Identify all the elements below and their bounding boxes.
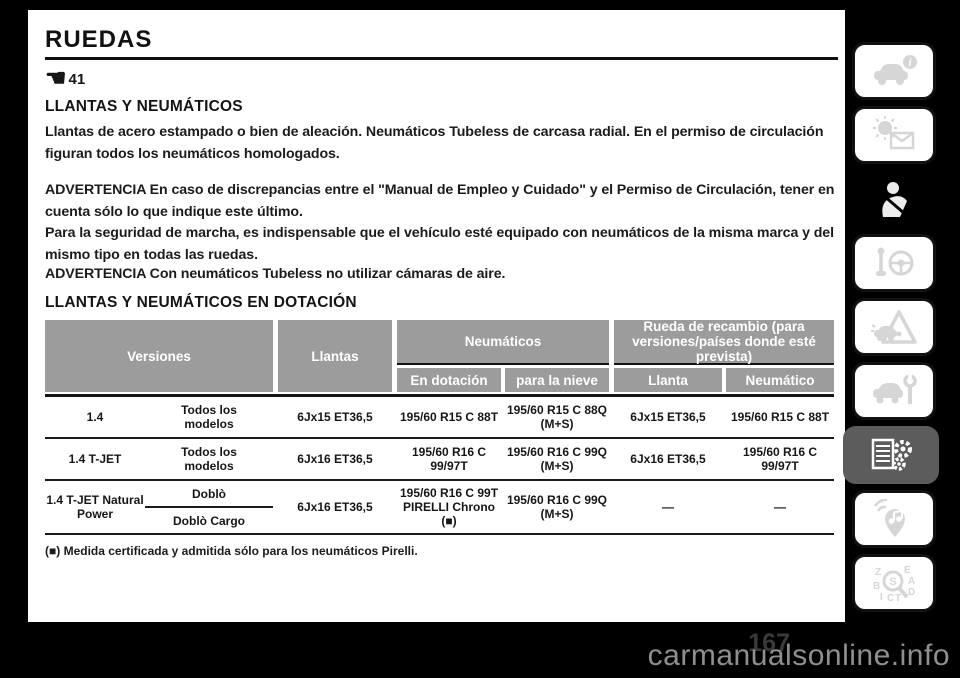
- svg-text:B: B: [873, 581, 880, 592]
- svg-text:Z: Z: [875, 567, 881, 578]
- reference-page-number: 41: [68, 70, 86, 88]
- technical-data-icon: [867, 435, 915, 475]
- multimedia-icon: [870, 499, 918, 539]
- cell-llanta: 6Jx15 ET36,5: [630, 410, 706, 424]
- table-row: 1.4 Todos los modelos 6Jx15 ET36,5 195/6…: [45, 397, 834, 439]
- svg-text:D: D: [908, 587, 915, 598]
- header-neumatico: Neumático: [726, 368, 834, 392]
- cell-llanta: 6Jx16 ET36,5: [630, 452, 706, 466]
- header-group-rueda-recambio: Rueda de recambio (para versiones/países…: [614, 319, 834, 392]
- header-neumaticos: Neumáticos: [397, 320, 609, 365]
- sidebar-button-maintenance[interactable]: [852, 362, 936, 420]
- cell-llantas: 6Jx16 ET36,5: [297, 452, 373, 466]
- table-row: 1.4 T-JET Natural Power Doblò Doblò Carg…: [45, 481, 834, 535]
- seatbelt-safety-icon: [870, 179, 918, 219]
- sidebar-button-safety[interactable]: [852, 170, 936, 228]
- model-doblo-cargo: Doblò Cargo: [173, 513, 245, 528]
- cell-version: 1.4: [86, 410, 104, 424]
- emergency-icon: [870, 307, 918, 347]
- watermark-link[interactable]: carmanualsonline.info: [647, 639, 950, 672]
- cell-en-dotacion: 195/60 R16 C 99T PIRELLI Chrono (■): [399, 486, 499, 528]
- warning-1b-text: Para la seguridad de marcha, es indispen…: [45, 225, 834, 263]
- svg-text:i: i: [908, 57, 912, 69]
- sidebar-button-emergency[interactable]: [852, 298, 936, 356]
- page-reference: ☚ 41: [45, 67, 85, 91]
- cell-version: 1.4 T-JET Natural Power: [46, 493, 144, 521]
- sidebar-button-driving[interactable]: [852, 234, 936, 292]
- bottom-band: [0, 622, 960, 678]
- svg-text:E: E: [904, 565, 911, 576]
- cell-llanta: —: [662, 500, 674, 514]
- cell-llantas: 6Jx16 ET36,5: [297, 500, 373, 514]
- sidebar-button-multimedia[interactable]: [852, 490, 936, 548]
- cell-para-la-nieve: 195/60 R15 C 88Q (M+S): [506, 403, 608, 431]
- tyres-intro-paragraph: Llantas de acero estampado o bien de ale…: [45, 124, 824, 162]
- header-en-dotacion: En dotación: [397, 368, 501, 392]
- page-title: RUEDAS: [45, 26, 153, 53]
- tyres-table: Versiones Llantas Neumáticos En dotación…: [45, 319, 834, 535]
- cell-version: 1.4 T-JET: [68, 452, 122, 466]
- car-info-icon: i: [870, 51, 918, 91]
- cell-models: Todos los modelos: [181, 445, 237, 473]
- section-heading-tyres: LLANTAS Y NEUMÁTICOS: [45, 98, 243, 115]
- svg-text:A: A: [908, 576, 915, 587]
- svg-text:S: S: [889, 576, 896, 588]
- warning-paragraph-2: ADVERTENCIA Con neumáticos Tubeless no u…: [45, 266, 506, 282]
- warning-paragraph-1: ADVERTENCIA En caso de discrepancias ent…: [45, 180, 840, 266]
- header-llantas: Llantas: [278, 320, 392, 392]
- manual-page: RUEDAS ☚ 41 LLANTAS Y NEUMÁTICOS Llantas…: [28, 10, 845, 622]
- cell-models: Todos los modelos: [181, 403, 237, 431]
- header-versiones: Versiones: [45, 320, 273, 392]
- table-row: 1.4 T-JET Todos los modelos 6Jx16 ET36,5…: [45, 439, 834, 481]
- model-doblo: Doblò: [145, 481, 273, 508]
- maintenance-icon: [870, 371, 918, 411]
- svg-text:C: C: [887, 593, 894, 603]
- header-rueda-recambio: Rueda de recambio (para versiones/países…: [614, 319, 834, 365]
- header-para-la-nieve: para la nieve: [505, 368, 609, 392]
- hand-pointer-icon: ☚: [45, 65, 67, 92]
- svg-text:I: I: [880, 592, 883, 603]
- section-heading-equipment: LLANTAS Y NEUMÁTICOS EN DOTACIÓN: [45, 294, 357, 311]
- page-number: 167: [748, 629, 790, 657]
- sidebar-button-technical-data[interactable]: [843, 426, 939, 484]
- warning-lights-icon: [870, 115, 918, 155]
- warning-1-text: ADVERTENCIA En caso de discrepancias ent…: [45, 182, 835, 220]
- cell-neumatico: —: [774, 500, 786, 514]
- chapter-sidebar: i: [843, 42, 948, 618]
- cell-en-dotacion: 195/60 R16 C 99/97T: [411, 445, 487, 473]
- sidebar-button-vehicle-info[interactable]: i: [852, 42, 936, 100]
- header-llanta: Llanta: [614, 368, 722, 392]
- table-header: Versiones Llantas Neumáticos En dotación…: [45, 319, 834, 397]
- sidebar-button-warning-lights[interactable]: [852, 106, 936, 164]
- cell-models: Doblò Doblò Cargo: [145, 481, 273, 533]
- cell-en-dotacion: 195/60 R15 C 88T: [399, 410, 499, 424]
- table-footnote: (■) Medida certificada y admitida sólo p…: [45, 544, 418, 558]
- header-group-neumaticos: Neumáticos En dotación para la nieve: [397, 320, 609, 392]
- cell-llantas: 6Jx15 ET36,5: [297, 410, 373, 424]
- title-rule: [45, 57, 838, 60]
- driving-icon: [870, 243, 918, 283]
- cell-neumatico: 195/60 R15 C 88T: [730, 410, 830, 424]
- cell-neumatico: 195/60 R16 C 99/97T: [742, 445, 818, 473]
- cell-para-la-nieve: 195/60 R16 C 99Q (M+S): [506, 493, 608, 521]
- cell-para-la-nieve: 195/60 R16 C 99Q (M+S): [506, 445, 608, 473]
- svg-text:T: T: [895, 593, 901, 603]
